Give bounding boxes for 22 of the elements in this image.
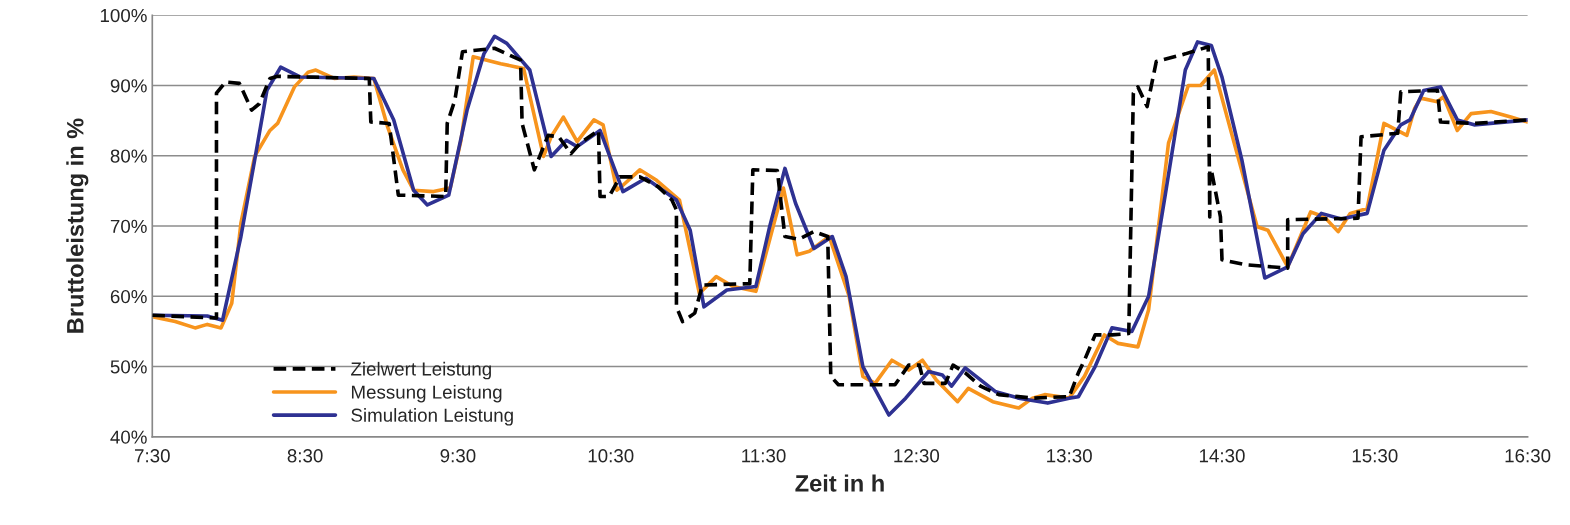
x-tick-label: 15:30 (1352, 449, 1398, 463)
legend-label: Simulation Leistung (351, 408, 513, 426)
y-tick-label: 40% (110, 430, 147, 444)
x-tick-label: 16:30 (1505, 449, 1551, 463)
y-axis-title: Bruttoleistung in % (66, 118, 89, 333)
y-tick-label: 70% (110, 219, 147, 233)
y-tick-label: 100% (100, 8, 147, 23)
y-tick-label: 50% (110, 360, 147, 374)
legend-label: Messung Leistung (351, 384, 502, 403)
x-tick-label: 14:30 (1199, 449, 1245, 463)
x-tick-label: 13:30 (1047, 449, 1092, 463)
y-tick-label: 80% (110, 149, 147, 163)
x-axis-title: Zeit in h (795, 474, 884, 492)
x-tick-label: 8:30 (287, 449, 323, 463)
x-tick-label: 11:30 (742, 449, 786, 463)
x-tick-label: 12:30 (894, 449, 940, 463)
y-tick-label: 60% (110, 289, 147, 304)
x-tick-label: 10:30 (588, 449, 634, 463)
x-tick-label: 9:30 (440, 449, 476, 463)
x-tick-label: 7:30 (135, 449, 170, 463)
legend-label: Zielwert Leistung (351, 361, 491, 380)
y-tick-label: 90% (110, 79, 147, 93)
